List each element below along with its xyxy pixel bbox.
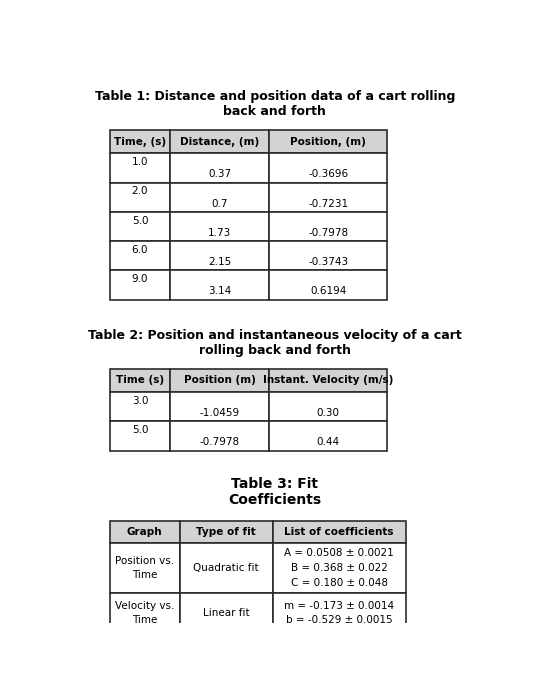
Bar (272, 543, 406, 593)
Text: Linear fit: Linear fit (202, 608, 249, 618)
Bar (170, 212, 270, 241)
Text: -0.7978: -0.7978 (200, 438, 240, 447)
Text: -1.0459: -1.0459 (200, 408, 240, 418)
Text: Table 1: Distance and position data of a cart rolling
back and forth: Table 1: Distance and position data of a… (95, 90, 455, 118)
Text: A = 0.0508 ± 0.0021
B = 0.368 ± 0.022
C = 0.180 ± 0.048: A = 0.0508 ± 0.0021 B = 0.368 ± 0.022 C … (284, 548, 394, 588)
Bar (170, 392, 270, 421)
Bar (170, 241, 270, 270)
Bar (270, 241, 387, 270)
Text: 0.6194: 0.6194 (310, 286, 346, 296)
Bar (270, 421, 387, 451)
Text: 1.73: 1.73 (208, 228, 231, 238)
Bar (270, 369, 387, 392)
Bar (110, 270, 170, 300)
Text: Velocity vs.
Time: Velocity vs. Time (115, 601, 175, 625)
Bar (110, 369, 170, 392)
Bar (270, 183, 387, 212)
Bar (110, 183, 170, 212)
Bar (179, 522, 272, 543)
Bar (272, 593, 406, 633)
Text: -0.3696: -0.3696 (308, 169, 349, 179)
Text: Quadratic fit: Quadratic fit (193, 563, 259, 573)
Bar (270, 153, 387, 183)
Text: 5.0: 5.0 (132, 425, 148, 435)
Text: Instant. Velocity (m/s): Instant. Velocity (m/s) (263, 375, 394, 386)
Text: Time, (s): Time, (s) (114, 136, 166, 147)
Bar (170, 421, 270, 451)
Text: 6.0: 6.0 (132, 245, 148, 255)
Bar (110, 153, 170, 183)
Bar (110, 421, 170, 451)
Text: -0.3743: -0.3743 (308, 257, 349, 267)
Bar (170, 130, 270, 153)
Text: 2.0: 2.0 (132, 186, 148, 196)
Text: -0.7978: -0.7978 (308, 228, 349, 238)
Text: 0.7: 0.7 (212, 199, 228, 209)
Text: Table 2: Position and instantaneous velocity of a cart
rolling back and forth: Table 2: Position and instantaneous velo… (88, 329, 462, 357)
Text: Graph: Graph (127, 527, 162, 537)
Text: 3.0: 3.0 (132, 395, 148, 406)
Bar (179, 543, 272, 593)
Bar (110, 593, 179, 633)
Bar (110, 543, 179, 593)
Bar (170, 183, 270, 212)
Text: 0.30: 0.30 (317, 408, 340, 418)
Bar (170, 153, 270, 183)
Bar (110, 522, 179, 543)
Bar (270, 212, 387, 241)
Text: List of coefficients: List of coefficients (285, 527, 394, 537)
Text: 5.0: 5.0 (132, 216, 148, 225)
Text: 0.37: 0.37 (208, 169, 231, 179)
Bar (110, 392, 170, 421)
Text: Distance, (m): Distance, (m) (180, 136, 259, 147)
Text: 2.15: 2.15 (208, 257, 231, 267)
Bar (110, 130, 170, 153)
Text: Table 3: Fit
Coefficients: Table 3: Fit Coefficients (228, 477, 321, 507)
Text: Position, (m): Position, (m) (291, 136, 366, 147)
Bar (170, 369, 270, 392)
Text: Position (m): Position (m) (184, 375, 256, 386)
Text: 9.0: 9.0 (132, 274, 148, 284)
Bar (272, 522, 406, 543)
Text: 0.44: 0.44 (317, 438, 340, 447)
Text: -0.7231: -0.7231 (308, 199, 349, 209)
Bar (270, 270, 387, 300)
Text: 1.0: 1.0 (132, 157, 148, 167)
Text: m = -0.173 ± 0.0014
b = -0.529 ± 0.0015: m = -0.173 ± 0.0014 b = -0.529 ± 0.0015 (284, 601, 394, 625)
Bar (179, 593, 272, 633)
Text: 3.14: 3.14 (208, 286, 231, 296)
Bar (170, 270, 270, 300)
Text: Type of fit: Type of fit (196, 527, 256, 537)
Bar (110, 212, 170, 241)
Bar (110, 241, 170, 270)
Bar (270, 392, 387, 421)
Text: Time (s): Time (s) (116, 375, 164, 386)
Bar (270, 130, 387, 153)
Text: Position vs.
Time: Position vs. Time (115, 556, 174, 580)
